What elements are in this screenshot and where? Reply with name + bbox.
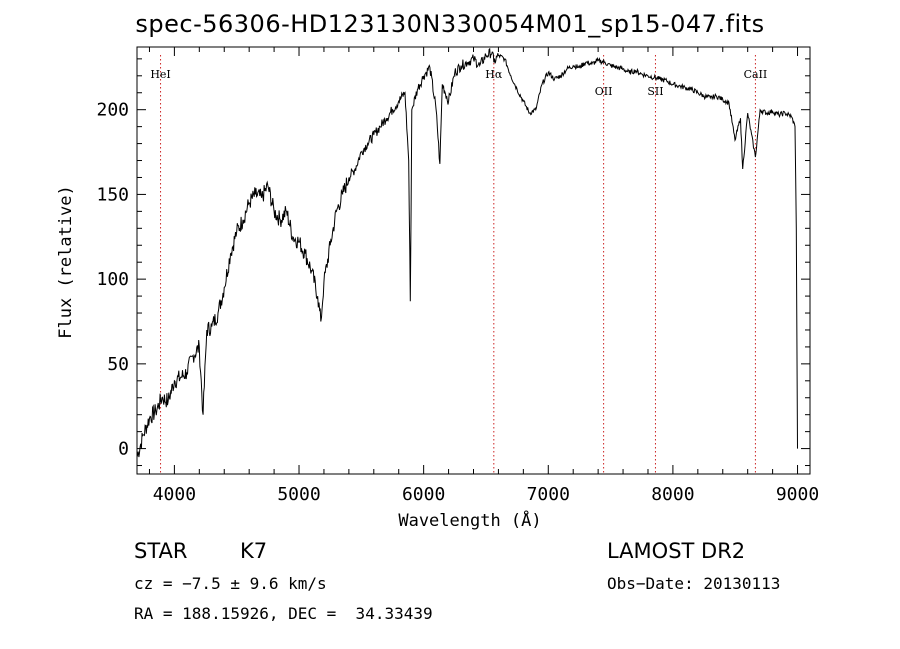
x-tick-label: 5000 bbox=[277, 484, 320, 505]
x-tick-label: 7000 bbox=[527, 484, 570, 505]
y-tick-label: 100 bbox=[96, 269, 129, 290]
observation-date: Obs−Date: 20130113 bbox=[607, 574, 781, 593]
survey-name: LAMOST DR2 bbox=[607, 539, 746, 563]
spectral-line-label: Hα bbox=[485, 68, 503, 81]
spectral-line-label: SII bbox=[647, 85, 663, 98]
y-tick-label: 150 bbox=[96, 184, 129, 205]
chart-title: spec-56306-HD123130N330054M01_sp15-047.f… bbox=[135, 10, 765, 38]
object-type: STAR bbox=[134, 539, 188, 563]
x-tick-label: 9000 bbox=[776, 484, 819, 505]
spectral-line-label: CaII bbox=[744, 68, 768, 81]
spectral-line-label: HeI bbox=[150, 68, 170, 81]
x-tick-label: 4000 bbox=[153, 484, 196, 505]
plot-area: 4000 5000 6000 7000 8000 9000 0 50 100 150 200 HeI H… bbox=[96, 46, 819, 505]
spectral-line-label: OII bbox=[595, 85, 613, 98]
x-tick-label: 6000 bbox=[402, 484, 445, 505]
redshift-info: cz = −7.5 ± 9.6 km/s bbox=[134, 574, 327, 593]
y-tick-label: 50 bbox=[107, 354, 129, 375]
plot-frame bbox=[136, 46, 811, 475]
x-tick-label: 8000 bbox=[651, 484, 694, 505]
spectrum-line bbox=[136, 47, 798, 458]
y-axis-label: Flux (relative) bbox=[56, 185, 76, 339]
coordinates-info: RA = 188.15926, DEC = 34.33439 bbox=[134, 604, 433, 623]
object-subclass: K7 bbox=[240, 539, 268, 563]
y-tick-label: 0 bbox=[118, 439, 129, 460]
y-tick-label: 200 bbox=[96, 100, 129, 121]
x-axis-label: Wavelength (Å) bbox=[398, 511, 542, 531]
